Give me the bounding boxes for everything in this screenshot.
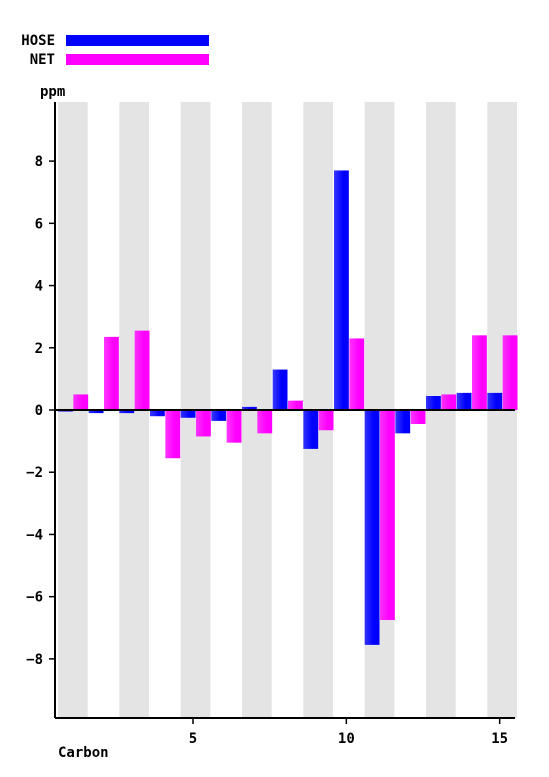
bar-hose-carbon-13 [426, 396, 441, 410]
bar-net-carbon-3 [134, 330, 150, 410]
bar-hose-carbon-14 [456, 392, 472, 410]
bar-net-carbon-1 [73, 394, 89, 410]
bar-hose-carbon-12 [395, 410, 411, 434]
bar-net-carbon-5 [196, 410, 211, 437]
y-tick-label: −6 [26, 590, 43, 606]
x-tick-label: 5 [189, 731, 197, 747]
bar-hose-carbon-9 [303, 410, 319, 449]
x-tick-label: 10 [338, 731, 355, 747]
y-tick-label: 0 [35, 403, 43, 419]
legend-swatch-net [66, 54, 209, 65]
legend: HOSE NET [21, 33, 209, 68]
bar-net-carbon-15 [502, 335, 518, 410]
bar-hose-carbon-2 [88, 410, 104, 414]
y-tick-label: 2 [35, 341, 43, 357]
bar-net-carbon-10 [349, 338, 365, 410]
bar-hose-carbon-8 [272, 369, 288, 410]
legend-label-hose: HOSE [21, 33, 55, 49]
y-tick-label: 8 [35, 154, 43, 170]
bars [58, 170, 518, 645]
x-axis-label: Carbon [58, 745, 109, 761]
y-tick-label: 6 [35, 216, 43, 232]
bar-net-carbon-6 [226, 410, 242, 443]
bar-hose-carbon-6 [211, 410, 227, 421]
x-tick-label: 15 [491, 731, 508, 747]
bar-net-carbon-12 [410, 410, 426, 424]
bar-net-carbon-14 [472, 335, 487, 410]
bar-net-carbon-13 [441, 394, 457, 410]
bar-hose-carbon-5 [180, 410, 196, 418]
y-tick-label: −8 [26, 652, 43, 668]
y-axis-label: ppm [40, 84, 65, 100]
bar-hose-carbon-10 [334, 170, 349, 410]
y-tick-label: −4 [26, 527, 43, 543]
legend-label-net: NET [30, 52, 55, 68]
bar-net-carbon-9 [318, 410, 334, 431]
bar-hose-carbon-4 [150, 410, 165, 417]
axes: −8 −6 −4 −2 0 2 4 6 8 5 10 15 [26, 102, 515, 747]
bar-net-carbon-2 [104, 336, 119, 410]
bar-hose-carbon-7 [242, 406, 257, 410]
bar-net-carbon-4 [165, 410, 181, 459]
bar-hose-carbon-3 [119, 410, 135, 414]
y-tick-label: −2 [26, 465, 43, 481]
legend-swatch-hose [66, 35, 209, 46]
bar-net-carbon-11 [380, 410, 395, 620]
bar-net-carbon-8 [288, 400, 303, 410]
bar-net-carbon-7 [257, 410, 273, 434]
y-tick-label: 4 [35, 279, 43, 295]
bar-hose-carbon-11 [364, 410, 380, 645]
bar-hose-carbon-15 [487, 392, 503, 410]
